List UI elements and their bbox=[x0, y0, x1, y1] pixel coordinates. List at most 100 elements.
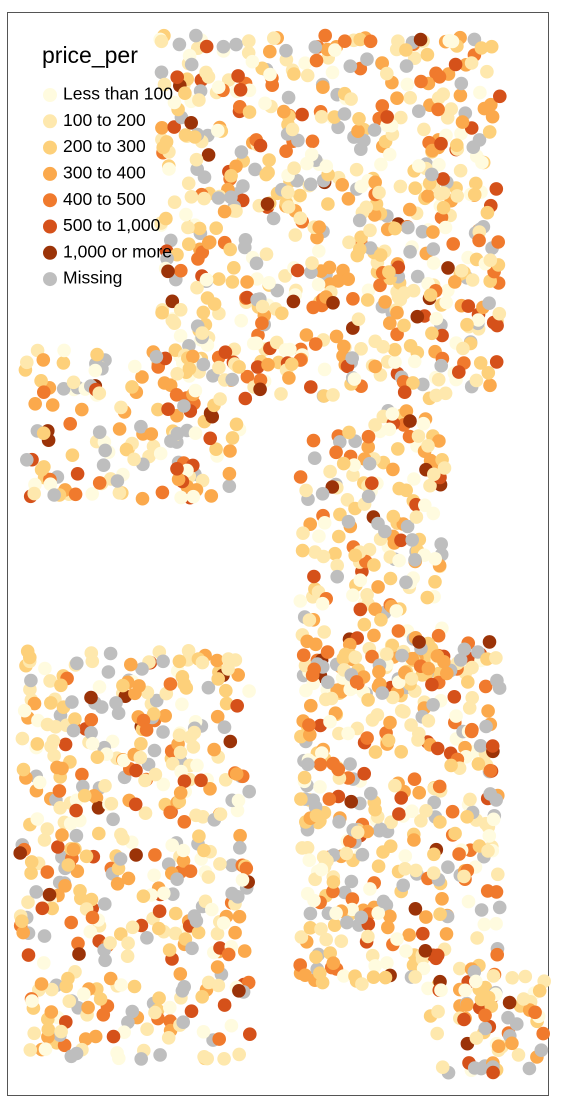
point bbox=[430, 741, 445, 756]
point bbox=[307, 569, 321, 584]
point bbox=[469, 176, 483, 191]
point bbox=[121, 936, 135, 950]
point bbox=[409, 863, 423, 878]
point bbox=[224, 1018, 239, 1033]
point bbox=[366, 970, 381, 984]
point bbox=[457, 642, 472, 657]
point bbox=[189, 28, 203, 43]
point bbox=[197, 843, 211, 858]
point bbox=[129, 763, 143, 778]
point bbox=[104, 796, 119, 811]
point bbox=[483, 378, 497, 393]
point bbox=[486, 1065, 500, 1080]
point bbox=[302, 718, 316, 732]
point bbox=[298, 56, 313, 70]
point bbox=[394, 110, 408, 125]
point bbox=[167, 316, 182, 331]
point bbox=[412, 159, 426, 173]
point bbox=[229, 37, 243, 52]
point bbox=[211, 672, 225, 686]
point bbox=[36, 426, 51, 441]
point bbox=[360, 52, 374, 66]
point bbox=[426, 866, 441, 880]
point bbox=[390, 91, 404, 105]
point bbox=[481, 990, 496, 1005]
point bbox=[371, 516, 385, 531]
point bbox=[460, 810, 474, 824]
point bbox=[430, 1026, 445, 1041]
point bbox=[373, 248, 388, 262]
point bbox=[28, 397, 42, 411]
point bbox=[391, 442, 405, 456]
point bbox=[231, 69, 245, 83]
point bbox=[403, 339, 418, 353]
point bbox=[184, 1004, 199, 1018]
point bbox=[191, 925, 206, 940]
point bbox=[197, 170, 212, 184]
point bbox=[314, 264, 328, 278]
point bbox=[46, 734, 61, 748]
point bbox=[27, 696, 42, 711]
legend-swatch bbox=[43, 166, 57, 181]
point bbox=[431, 102, 445, 117]
point bbox=[491, 867, 505, 882]
point bbox=[434, 537, 449, 551]
point bbox=[55, 761, 69, 776]
point bbox=[474, 903, 489, 917]
point bbox=[152, 904, 167, 918]
point bbox=[139, 723, 154, 737]
point bbox=[134, 1052, 148, 1066]
point bbox=[505, 1036, 519, 1051]
point bbox=[485, 739, 500, 753]
point bbox=[391, 624, 406, 638]
point bbox=[357, 766, 372, 781]
point bbox=[434, 136, 448, 151]
point bbox=[232, 360, 246, 374]
point bbox=[170, 462, 184, 476]
point bbox=[348, 650, 363, 665]
point bbox=[429, 388, 444, 403]
point bbox=[110, 877, 125, 891]
point bbox=[381, 920, 395, 935]
point bbox=[388, 778, 402, 793]
point bbox=[184, 57, 199, 72]
point bbox=[197, 1050, 211, 1064]
point bbox=[445, 804, 460, 819]
point bbox=[109, 696, 123, 710]
point bbox=[148, 848, 162, 862]
point bbox=[306, 793, 321, 807]
point bbox=[452, 365, 466, 379]
point bbox=[478, 1008, 492, 1023]
point bbox=[21, 895, 35, 909]
point bbox=[426, 506, 441, 521]
point bbox=[274, 387, 288, 401]
point bbox=[304, 380, 318, 394]
point bbox=[434, 983, 448, 997]
point bbox=[258, 96, 272, 111]
point bbox=[407, 472, 421, 486]
point bbox=[490, 947, 505, 962]
point bbox=[216, 39, 231, 54]
point bbox=[164, 233, 178, 248]
point bbox=[281, 185, 295, 199]
point bbox=[415, 224, 430, 239]
point bbox=[242, 105, 257, 119]
point bbox=[37, 833, 52, 847]
point bbox=[326, 956, 341, 970]
point bbox=[170, 426, 185, 441]
point bbox=[336, 456, 351, 471]
point bbox=[436, 172, 450, 186]
point bbox=[15, 731, 30, 746]
point bbox=[301, 757, 315, 772]
point bbox=[469, 1031, 484, 1045]
point bbox=[365, 713, 380, 727]
point bbox=[344, 92, 358, 106]
point bbox=[173, 786, 188, 800]
point bbox=[173, 329, 188, 343]
point bbox=[386, 690, 400, 705]
point bbox=[65, 448, 80, 463]
point bbox=[34, 462, 49, 477]
point bbox=[403, 414, 417, 428]
point bbox=[491, 1039, 506, 1053]
